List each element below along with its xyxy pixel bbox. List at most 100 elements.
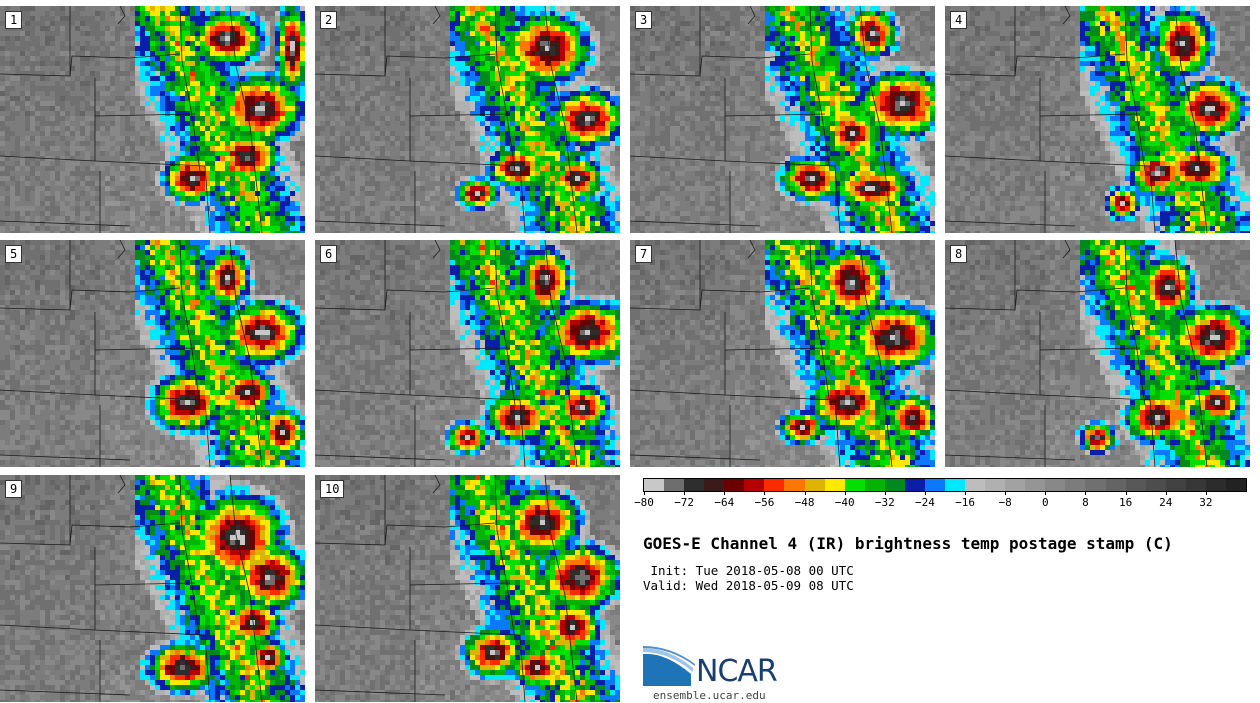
temp-cell [140, 81, 145, 86]
temp-cell [380, 121, 385, 126]
temp-cell [100, 61, 105, 66]
temp-cell [285, 91, 290, 96]
temp-cell [460, 61, 465, 66]
temp-cell [300, 201, 305, 206]
temp-cell [525, 161, 530, 166]
temp-cell [375, 121, 380, 126]
temp-cell [555, 146, 560, 151]
temp-cell [285, 186, 290, 191]
temp-cell [220, 31, 225, 36]
temp-cell [235, 6, 240, 11]
temp-cell [195, 31, 200, 36]
temp-cell [595, 146, 600, 151]
temp-cell [195, 146, 200, 151]
temp-cell [350, 81, 355, 86]
temp-cell [420, 101, 425, 106]
temp-cell [405, 176, 410, 181]
temp-cell [600, 31, 605, 36]
temp-cell [595, 61, 600, 66]
temp-cell [385, 56, 390, 61]
temp-cell [130, 66, 135, 71]
temp-cell [225, 26, 230, 31]
temp-cell [265, 21, 270, 26]
temp-cell [275, 161, 280, 166]
temp-cell [165, 6, 170, 11]
temp-cell [455, 171, 460, 176]
temp-cell [420, 161, 425, 166]
temp-cell [505, 141, 510, 146]
temp-cell [510, 36, 515, 41]
temp-cell [450, 56, 455, 61]
temp-cell [135, 6, 140, 11]
temp-cell [280, 66, 285, 71]
temp-cell [550, 176, 555, 181]
temp-cell [25, 171, 30, 176]
temp-cell [405, 111, 410, 116]
temp-cell [580, 71, 585, 76]
temp-cell [30, 161, 35, 166]
temp-cell [85, 111, 90, 116]
temp-cell [370, 66, 375, 71]
temp-cell [150, 156, 155, 161]
temp-cell [295, 191, 300, 196]
temp-cell [245, 151, 250, 156]
temp-cell [570, 136, 575, 141]
temp-cell [180, 131, 185, 136]
temp-cell [450, 101, 455, 106]
temp-cell [210, 31, 215, 36]
temp-cell [105, 71, 110, 76]
temp-cell [500, 71, 505, 76]
temp-cell [95, 16, 100, 21]
temp-cell [75, 121, 80, 126]
temp-cell [235, 201, 240, 206]
temp-cell [170, 121, 175, 126]
temp-cell [345, 26, 350, 31]
temp-cell [270, 6, 275, 11]
temp-cell [385, 66, 390, 71]
temp-cell [580, 56, 585, 61]
temp-cell [555, 21, 560, 26]
temp-cell [275, 66, 280, 71]
temp-cell [160, 141, 165, 146]
temp-cell [35, 66, 40, 71]
temp-cell [580, 96, 585, 101]
temp-cell [10, 121, 15, 126]
temp-cell [345, 21, 350, 26]
temp-cell [0, 201, 5, 206]
temp-cell [530, 26, 535, 31]
temp-cell [500, 121, 505, 126]
temp-cell [210, 86, 215, 91]
temp-cell [80, 46, 85, 51]
temp-cell [155, 121, 160, 126]
temp-cell [205, 131, 210, 136]
temp-cell [205, 171, 210, 176]
temp-cell [290, 51, 295, 56]
temp-cell [520, 31, 525, 36]
temp-cell [445, 171, 450, 176]
temp-cell [390, 171, 395, 176]
temp-cell [575, 86, 580, 91]
temp-cell [400, 151, 405, 156]
temp-cell [240, 201, 245, 206]
temp-cell [295, 126, 300, 131]
temp-cell [20, 141, 25, 146]
temp-cell [540, 76, 545, 81]
temp-cell [290, 76, 295, 81]
temp-cell [415, 31, 420, 36]
temp-cell [80, 146, 85, 151]
temp-cell [145, 196, 150, 201]
temp-cell [90, 121, 95, 126]
temp-cell [230, 56, 235, 61]
temp-cell [175, 91, 180, 96]
temp-cell [355, 161, 360, 166]
temp-cell [325, 6, 330, 11]
temp-cell [490, 111, 495, 116]
temp-cell [180, 186, 185, 191]
temp-cell [155, 96, 160, 101]
temp-cell [430, 46, 435, 51]
temp-cell [255, 201, 260, 206]
temp-cell [445, 81, 450, 86]
temp-cell [30, 71, 35, 76]
temp-cell [365, 11, 370, 16]
temp-cell [190, 31, 195, 36]
